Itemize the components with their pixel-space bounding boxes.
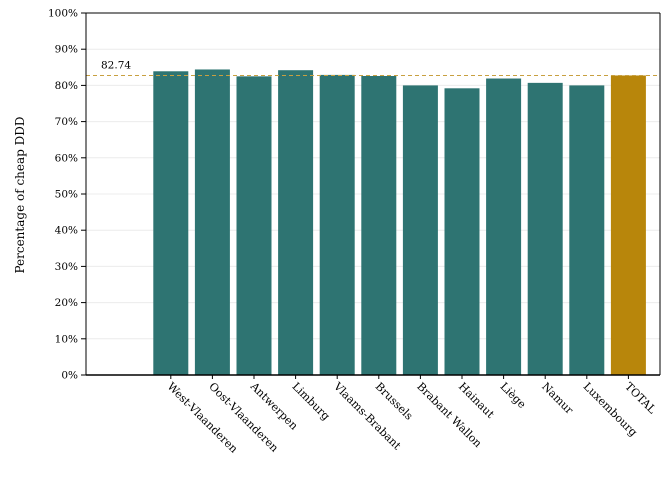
y-tick-label: 30%: [55, 261, 78, 273]
bar: [569, 85, 605, 376]
y-tick-label: 0%: [61, 370, 78, 382]
bar: [194, 69, 230, 376]
axes: [81, 12, 661, 379]
bar: [361, 75, 397, 375]
bar: [402, 85, 438, 376]
y-tick-label: 40%: [55, 225, 78, 237]
x-tick-label: Hainaut: [456, 380, 497, 421]
x-tick-labels: West-VlaanderenOost-VlaanderenAntwerpenL…: [165, 379, 659, 455]
bar: [278, 70, 314, 376]
bar-total: [610, 75, 646, 375]
y-tick-label: 50%: [55, 189, 78, 201]
y-tick-label: 70%: [55, 116, 78, 128]
y-tick-label: 80%: [55, 80, 78, 92]
bars: [153, 69, 646, 376]
x-tick-label: TOTAL: [622, 380, 659, 417]
x-tick-label: Limburg: [289, 380, 332, 423]
y-tick-label: 20%: [55, 297, 78, 309]
y-tick-label: 90%: [55, 44, 78, 56]
y-tick-label: 100%: [48, 8, 78, 20]
x-tick-label: Liège: [497, 380, 528, 411]
reference-line-label: 82.74: [101, 59, 131, 71]
bar: [153, 71, 189, 376]
y-tick-label: 10%: [55, 333, 78, 345]
x-tick-label: Oost-Vlaanderen: [206, 380, 281, 455]
x-tick-label: Namur: [539, 380, 576, 417]
x-tick-label: Brussels: [373, 380, 416, 423]
bar: [527, 82, 563, 375]
bar: [319, 74, 355, 375]
y-tick-label: 60%: [55, 152, 78, 164]
x-tick-label: West-Vlaanderen: [165, 380, 241, 456]
y-axis-label: Percentage of cheap DDD: [13, 116, 27, 273]
y-tick-labels: 0% 10% 20% 30% 40% 50% 60% 70% 80% 90% 100%: [48, 8, 78, 382]
bar: [444, 88, 480, 376]
reference-line-group: 82.74: [86, 59, 660, 76]
bar: [236, 76, 272, 375]
bar: [486, 78, 522, 375]
